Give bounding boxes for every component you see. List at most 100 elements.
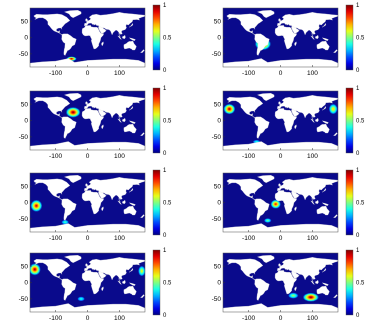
colorbar-tick-label: 0 bbox=[356, 68, 360, 74]
hotspot-level bbox=[72, 111, 75, 113]
hotspot-level bbox=[292, 295, 294, 296]
land-mass bbox=[294, 41, 297, 46]
land-mass bbox=[278, 183, 281, 187]
y-tick-label: 0 bbox=[24, 280, 28, 287]
y-tick-label: 0 bbox=[24, 200, 28, 207]
land-mass bbox=[98, 109, 106, 117]
map-panel-7: -100 0 100 50 0 -50 1 0.5 0 bbox=[19, 248, 172, 322]
land-mass bbox=[316, 40, 330, 51]
land-mass bbox=[291, 109, 299, 117]
land-mass bbox=[122, 34, 126, 39]
land-mass bbox=[291, 191, 299, 199]
land-mass bbox=[128, 282, 136, 286]
land-mass bbox=[254, 278, 270, 301]
land-mass bbox=[321, 268, 327, 273]
colorbar bbox=[152, 4, 161, 71]
y-tick-label: 0 bbox=[24, 35, 28, 42]
colorbar-tick-label: 0.5 bbox=[356, 201, 365, 207]
land-mass bbox=[277, 12, 338, 38]
x-tick-label: 100 bbox=[307, 315, 318, 322]
y-tick-label: -50 bbox=[19, 216, 29, 223]
land-mass bbox=[128, 120, 136, 124]
x-tick-label: 0 bbox=[279, 235, 283, 242]
land-mass bbox=[84, 177, 145, 203]
land-mass bbox=[64, 10, 82, 18]
colorbar-tick-label: 1 bbox=[356, 86, 360, 92]
land-mass bbox=[128, 106, 134, 111]
land-mass bbox=[84, 12, 145, 38]
x-tick-label: -100 bbox=[242, 153, 255, 160]
y-tick-label: -50 bbox=[19, 51, 29, 58]
colorbar-tick-label: 1 bbox=[356, 168, 360, 174]
hotspot-level bbox=[309, 296, 312, 298]
land-mass bbox=[277, 95, 338, 121]
x-tick-label: -100 bbox=[242, 235, 255, 242]
colorbar-tick-label: 0.5 bbox=[163, 281, 172, 287]
hotspot bbox=[303, 292, 319, 302]
y-tick-label: 50 bbox=[21, 18, 29, 25]
map-panel-5: -100 0 100 50 0 -50 1 0.5 0 bbox=[19, 168, 172, 242]
land-mass bbox=[123, 123, 137, 134]
x-tick-label: -100 bbox=[242, 70, 255, 77]
land-mass bbox=[98, 271, 106, 279]
land-mass bbox=[226, 13, 264, 36]
x-tick-label: 0 bbox=[279, 315, 283, 322]
x-tick-label: -100 bbox=[49, 235, 62, 242]
land-mass bbox=[321, 23, 327, 28]
colorbar-tick-label: 0.5 bbox=[163, 201, 172, 207]
hotspot bbox=[30, 263, 41, 276]
land-mass bbox=[64, 255, 82, 263]
land-mass bbox=[257, 93, 275, 101]
land-mass bbox=[117, 35, 122, 40]
y-tick-label: 0 bbox=[217, 200, 221, 207]
y-tick-label: -50 bbox=[19, 296, 29, 303]
land-mass bbox=[321, 37, 329, 41]
land-mass bbox=[30, 58, 145, 67]
land-mass bbox=[321, 202, 329, 206]
land-mass bbox=[123, 285, 137, 296]
land-mass bbox=[278, 18, 281, 22]
land-mass bbox=[310, 35, 315, 40]
map-plot-area bbox=[223, 8, 338, 67]
land-mass bbox=[81, 25, 105, 50]
land-mass bbox=[226, 178, 264, 201]
map-plot-area bbox=[223, 253, 338, 312]
land-mass bbox=[316, 285, 330, 296]
colorbar-tick-label: 0 bbox=[163, 233, 167, 239]
hotspot-level bbox=[228, 108, 231, 110]
hotspot-level bbox=[34, 268, 36, 271]
colorbar-tick-label: 0.5 bbox=[356, 119, 365, 125]
land-mass bbox=[254, 198, 270, 221]
land-mass bbox=[123, 40, 137, 51]
colorbar-tick-label: 0.5 bbox=[356, 281, 365, 287]
hotspot bbox=[264, 218, 272, 223]
land-mass bbox=[291, 271, 299, 279]
land-mass bbox=[333, 214, 338, 218]
hotspot-level bbox=[332, 108, 334, 110]
colorbar bbox=[345, 87, 354, 154]
x-tick-label: 100 bbox=[114, 315, 125, 322]
colorbar-tick-label: 0.5 bbox=[163, 119, 172, 125]
land-mass bbox=[274, 190, 298, 215]
land-mass bbox=[33, 258, 71, 281]
land-mass bbox=[316, 123, 330, 134]
colorbar bbox=[152, 249, 161, 316]
land-mass bbox=[85, 263, 88, 267]
x-tick-label: 100 bbox=[307, 153, 318, 160]
x-tick-label: 0 bbox=[279, 70, 283, 77]
land-mass bbox=[310, 200, 315, 205]
land-mass bbox=[333, 294, 338, 298]
land-mass bbox=[294, 206, 297, 211]
land-mass bbox=[278, 101, 281, 105]
x-tick-label: -100 bbox=[49, 70, 62, 77]
y-tick-label: 0 bbox=[217, 118, 221, 125]
land-mass bbox=[30, 223, 145, 232]
land-mass bbox=[128, 268, 134, 273]
map-panel-6: -100 0 100 50 0 -50 1 0.5 0 bbox=[212, 168, 365, 242]
colorbar-tick-label: 1 bbox=[356, 248, 360, 254]
colorbar-tick-label: 0.5 bbox=[163, 36, 172, 42]
hotspot-level bbox=[275, 203, 277, 205]
hotspot-level bbox=[35, 205, 38, 207]
colorbar-tick-label: 0 bbox=[163, 151, 167, 157]
colorbar-tick-label: 0 bbox=[356, 233, 360, 239]
